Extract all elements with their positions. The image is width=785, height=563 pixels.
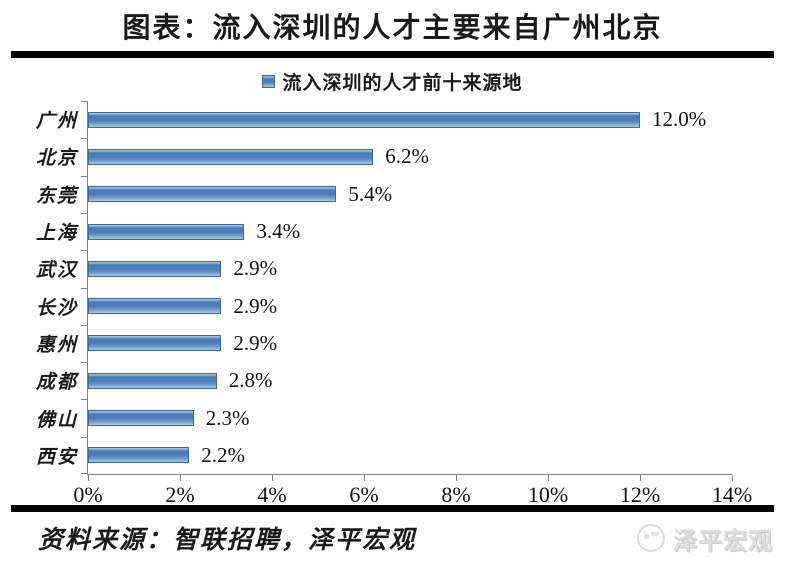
category-label: 惠州 <box>35 334 78 356</box>
y-axis-category-labels: 广州北京东莞上海武汉长沙惠州成都佛山西安 <box>0 101 87 475</box>
bar-value-label: 12.0% <box>652 107 707 132</box>
y-axis-tick <box>81 138 88 140</box>
watermark-text: 泽平宏观 <box>673 528 773 555</box>
category-label: 西安 <box>35 446 78 468</box>
source-note: 资料来源：智联招聘，泽平宏观 <box>38 527 417 554</box>
bar-row: 2.9% <box>88 250 732 287</box>
category-label: 佛山 <box>35 409 78 431</box>
x-axis-tick <box>732 475 733 481</box>
bar-value-label: 2.2% <box>201 442 245 467</box>
bar-row: 12.0% <box>88 101 732 138</box>
x-axis-label: 12% <box>619 482 661 507</box>
brand-watermark: 泽平宏观 <box>637 521 785 556</box>
bar-value-label: 2.9% <box>233 256 278 281</box>
y-axis-tick <box>81 473 88 474</box>
bar <box>88 186 337 203</box>
x-axis-label: 8% <box>441 482 471 507</box>
bar <box>88 298 222 315</box>
x-axis-label: 14% <box>711 482 753 507</box>
plot-area: 12.0% 6.2% 5.4% 3.4% 2.9% 2.9% 2.9% 2.8% 2.3% 2.2… <box>81 101 733 481</box>
x-axis-tick <box>456 475 457 481</box>
bar <box>88 148 374 165</box>
x-axis-tick <box>548 475 549 481</box>
bottom-rule-divider <box>11 505 774 512</box>
bar-row: 3.4% <box>88 213 732 250</box>
x-axis-tick <box>640 475 641 481</box>
bar <box>88 111 640 128</box>
bar-chart: 广州北京东莞上海武汉长沙惠州成都佛山西安 12.0% 6.2% 5.4% 3.4% 2.… <box>0 101 785 511</box>
y-axis-tick <box>81 175 88 177</box>
bar <box>88 260 222 277</box>
bar-value-label: 3.4% <box>256 219 301 244</box>
bar-value-label: 5.4% <box>348 181 393 206</box>
bar <box>88 335 222 352</box>
bar <box>88 372 217 389</box>
bar-value-label: 6.2% <box>385 144 429 169</box>
category-label: 广州 <box>35 111 78 133</box>
bar-value-label: 2.9% <box>233 330 278 355</box>
bar-row: 2.2% <box>88 437 732 474</box>
y-axis-tick <box>81 436 88 438</box>
y-axis-tick <box>81 212 88 214</box>
bar-row: 2.9% <box>88 325 732 362</box>
y-axis-tick <box>81 324 88 326</box>
x-axis-tick <box>272 475 273 481</box>
page-root: { "title": "图表：流入深圳的人才主要来自广州北京", "legend… <box>0 6 785 563</box>
x-axis-label: 10% <box>527 482 569 507</box>
y-axis-tick <box>81 250 88 252</box>
chart-legend: 流入深圳的人才前十来源地 <box>0 68 785 95</box>
x-axis-tick <box>364 475 365 481</box>
y-axis-tick <box>81 287 88 289</box>
y-axis-tick <box>81 399 88 401</box>
bar-value-label: 2.8% <box>228 368 273 393</box>
x-axis-tick <box>180 475 181 481</box>
category-label: 成都 <box>35 372 78 394</box>
x-axis-tick <box>88 475 89 481</box>
chart-page-title: 图表：流入深圳的人才主要来自广州北京 <box>122 13 663 44</box>
bar-row: 2.9% <box>88 287 732 324</box>
top-rule-divider <box>11 51 774 58</box>
bar-value-label: 2.9% <box>233 293 278 318</box>
category-label: 武汉 <box>35 260 78 282</box>
category-label: 东莞 <box>35 185 78 207</box>
bar-value-label: 2.3% <box>205 405 250 430</box>
x-axis-label: 2% <box>165 482 195 507</box>
zeping-logo-icon <box>637 524 665 552</box>
x-axis-label: 0% <box>73 482 103 507</box>
category-label: 上海 <box>35 223 78 245</box>
x-axis-tick-labels: 0% 2% 4% 6% 8% 10% 12% 14% <box>73 482 752 510</box>
y-axis-tick <box>81 362 88 364</box>
legend-series-label: 流入深圳的人才前十来源地 <box>282 73 523 94</box>
bar-row: 5.4% <box>88 176 732 213</box>
x-axis-label: 4% <box>257 482 287 507</box>
category-label: 长沙 <box>35 297 78 319</box>
bar <box>88 223 245 240</box>
bar-row: 6.2% <box>88 138 732 175</box>
bar-row: 2.3% <box>88 399 732 436</box>
legend-series-marker-icon <box>262 75 276 88</box>
bar <box>88 447 190 464</box>
footer: 资料来源：智联招聘，泽平宏观 泽平宏观 <box>0 515 785 561</box>
category-label: 北京 <box>35 148 78 170</box>
bar-row: 2.8% <box>88 362 732 399</box>
y-axis-tick <box>81 101 88 102</box>
bar <box>88 410 194 427</box>
x-axis-label: 6% <box>349 482 379 507</box>
